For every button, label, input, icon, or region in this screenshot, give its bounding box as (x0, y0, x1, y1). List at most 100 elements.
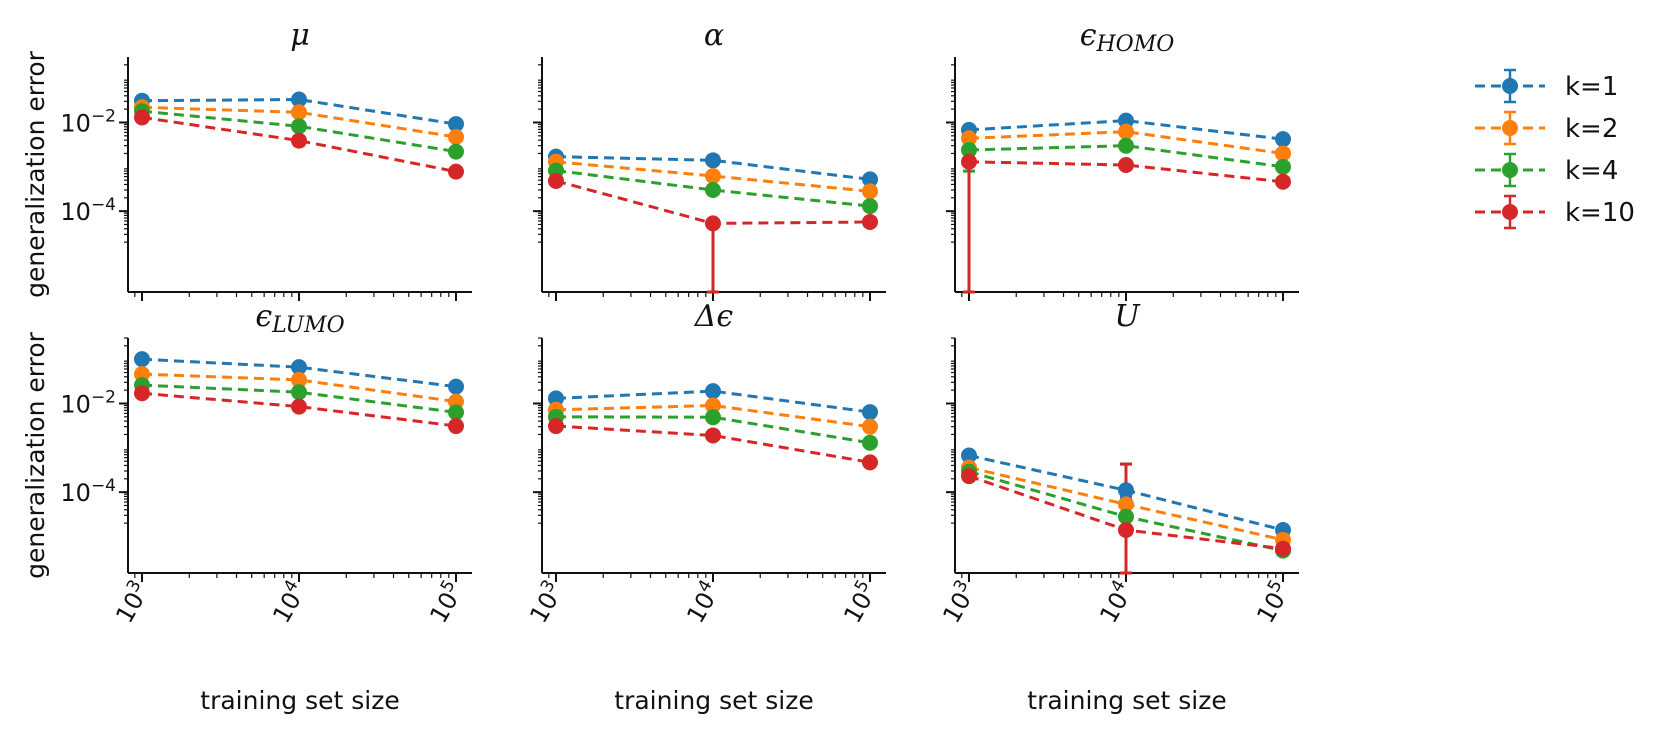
data-point-k=2 (1118, 496, 1134, 513)
x-axis-label: training set size (614, 686, 813, 715)
data-point-k=10 (448, 418, 464, 435)
data-point-k=10 (862, 213, 878, 230)
data-point-k=4 (1118, 137, 1134, 154)
x-axis-label: training set size (1027, 686, 1226, 715)
data-point-k=4 (705, 181, 721, 198)
data-point-k=2 (705, 168, 721, 185)
data-point-k=10 (1275, 173, 1291, 190)
data-point-k=2 (862, 418, 878, 435)
data-point-k=1 (134, 351, 150, 368)
series-line-k=10 (968, 160, 1284, 184)
x-axis-label: training set size (200, 686, 399, 715)
legend-marker (1502, 120, 1518, 136)
series-line-k=10 (555, 424, 871, 464)
y-axis-label: generalization error (21, 50, 50, 297)
data-point-k=10 (134, 109, 150, 126)
data-point-k=10 (705, 215, 721, 232)
series-line-k=4 (555, 415, 871, 445)
data-point-k=2 (1118, 123, 1134, 140)
data-point-k=10 (705, 427, 721, 444)
data-point-k=1 (862, 404, 878, 421)
data-point-k=10 (961, 153, 977, 170)
legend-marker (1502, 78, 1518, 94)
data-point-k=10 (1275, 540, 1291, 557)
data-point-k=1 (548, 390, 564, 407)
data-point-k=10 (548, 418, 564, 435)
data-point-k=2 (134, 366, 150, 383)
panel-3: ϵHOMO (946, 18, 1299, 301)
data-point-k=2 (448, 129, 464, 146)
panel-5: Δϵ 103 104 105 training set size (522, 299, 886, 715)
series-line-k=10 (141, 391, 457, 428)
data-point-k=2 (705, 397, 721, 414)
data-point-k=4 (448, 404, 464, 421)
x-tick-label: 103 (522, 577, 570, 628)
data-point-k=1 (1118, 482, 1134, 499)
series-line-k=1 (141, 357, 457, 389)
data-point-k=2 (291, 371, 307, 388)
data-point-k=4 (1275, 158, 1291, 175)
x-tick-label: 103 (108, 577, 156, 628)
data-point-k=1 (705, 152, 721, 169)
legend-marker (1502, 162, 1518, 178)
data-point-k=4 (862, 198, 878, 215)
legend-label: k=10 (1565, 198, 1635, 228)
data-point-k=10 (448, 163, 464, 180)
panel-title: Δϵ (694, 299, 734, 334)
data-point-k=2 (1275, 145, 1291, 162)
x-tick-label: 104 (1092, 577, 1140, 628)
series-line-k=4 (141, 109, 457, 154)
data-point-k=2 (291, 104, 307, 121)
series-line-k=4 (141, 383, 457, 414)
data-point-k=1 (705, 383, 721, 400)
panel-title: α (704, 18, 724, 53)
series-line-k=4 (555, 169, 871, 208)
data-point-k=4 (961, 141, 977, 158)
data-point-k=4 (448, 143, 464, 160)
data-point-k=10 (1118, 521, 1134, 538)
series-line-k=10 (141, 115, 457, 174)
y-axis-label: generalization error (21, 331, 50, 578)
legend-label: k=4 (1565, 156, 1618, 186)
x-tick-label: 104 (265, 577, 313, 628)
data-point-k=10 (548, 172, 564, 189)
data-point-k=10 (291, 132, 307, 149)
legend-marker (1502, 204, 1518, 220)
data-point-k=1 (291, 359, 307, 376)
data-point-k=2 (862, 183, 878, 200)
data-point-k=4 (862, 434, 878, 451)
data-point-k=1 (961, 447, 977, 464)
series-line-k=2 (555, 160, 871, 193)
data-point-k=1 (1118, 112, 1134, 129)
x-tick-label: 104 (679, 577, 727, 628)
series-line-k=1 (555, 389, 871, 414)
x-tick-label: 105 (422, 577, 470, 628)
y-tick-label: 10−2 (60, 106, 116, 137)
series-line-k=2 (141, 105, 457, 139)
panel-title: U (1114, 299, 1141, 334)
series-line-k=2 (968, 130, 1284, 155)
x-tick-label: 105 (836, 577, 884, 628)
data-point-k=10 (1118, 156, 1134, 173)
data-point-k=1 (862, 171, 878, 188)
series-line-k=2 (141, 372, 457, 404)
data-point-k=10 (134, 385, 150, 402)
panel-title: ϵHOMO (1080, 18, 1175, 57)
data-point-k=2 (961, 130, 977, 147)
legend-label: k=1 (1565, 72, 1618, 102)
series-line-k=1 (555, 155, 871, 181)
data-point-k=4 (291, 384, 307, 401)
data-point-k=1 (1275, 131, 1291, 148)
panel-title: ϵLUMO (255, 299, 344, 338)
series-line-k=2 (555, 403, 871, 429)
legend-label: k=2 (1565, 114, 1618, 144)
y-tick-label: 10−4 (60, 195, 116, 226)
panel-4: ϵLUMO 10−2 10−4 103 104 105 generalization err… (21, 299, 472, 715)
series-line-k=4 (968, 144, 1284, 169)
data-point-k=10 (862, 454, 878, 471)
panel-1: μ 10−2 10−4 generalization error (21, 18, 472, 301)
panel-title: μ (290, 18, 310, 53)
data-point-k=1 (448, 378, 464, 395)
x-tick-label: 105 (1249, 577, 1297, 628)
